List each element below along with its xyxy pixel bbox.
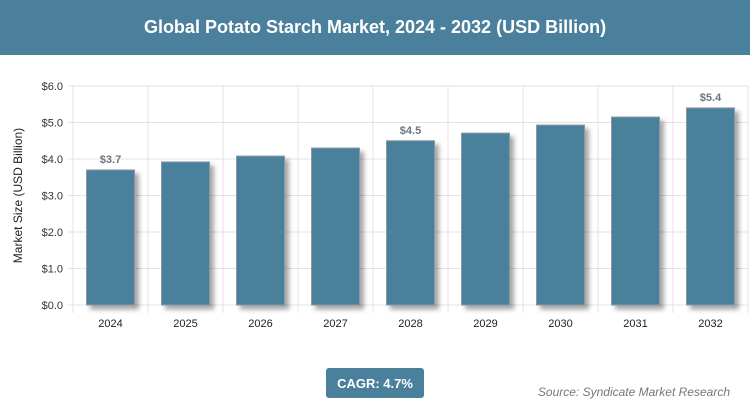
x-tick-label: 2029 <box>473 318 497 330</box>
y-tick-label: $5.0 <box>42 118 63 130</box>
bar <box>161 161 210 306</box>
source-note: Source: Syndicate Market Research <box>537 385 730 399</box>
cagr-label: CAGR: 4.7% <box>337 375 413 391</box>
data-label: $5.4 <box>700 92 722 104</box>
y-tick-label: $6.0 <box>42 81 63 93</box>
bar <box>86 169 135 306</box>
y-tick-label: $1.0 <box>42 264 63 276</box>
x-tick-label: 2030 <box>548 318 572 330</box>
x-tick-label: 2026 <box>248 318 272 330</box>
bar <box>536 124 585 306</box>
y-axis-title: Market Size (USD Billion) <box>11 128 25 263</box>
x-tick-label: 2025 <box>173 318 197 330</box>
x-tick-label: 2027 <box>323 318 347 330</box>
data-label: $3.7 <box>100 154 121 166</box>
x-tick-label: 2032 <box>698 318 722 330</box>
cagr-badge: CAGR: 4.7% <box>326 368 424 398</box>
bar <box>611 116 660 306</box>
bar <box>461 132 510 306</box>
bar <box>686 107 735 306</box>
bar <box>236 155 285 306</box>
y-tick-label: $4.0 <box>42 154 63 166</box>
bar <box>311 147 360 306</box>
x-tick-label: 2031 <box>623 318 647 330</box>
bar <box>386 140 435 306</box>
x-tick-label: 2028 <box>398 318 422 330</box>
x-tick-label: 2024 <box>98 318 122 330</box>
y-tick-label: $2.0 <box>42 227 63 239</box>
chart-title: Global Potato Starch Market, 2024 - 2032… <box>143 17 607 37</box>
chart-title-banner: Global Potato Starch Market, 2024 - 2032… <box>0 0 750 55</box>
data-label: $4.5 <box>400 125 421 137</box>
y-tick-label: $0.0 <box>42 300 63 312</box>
y-tick-label: $3.0 <box>42 191 63 203</box>
